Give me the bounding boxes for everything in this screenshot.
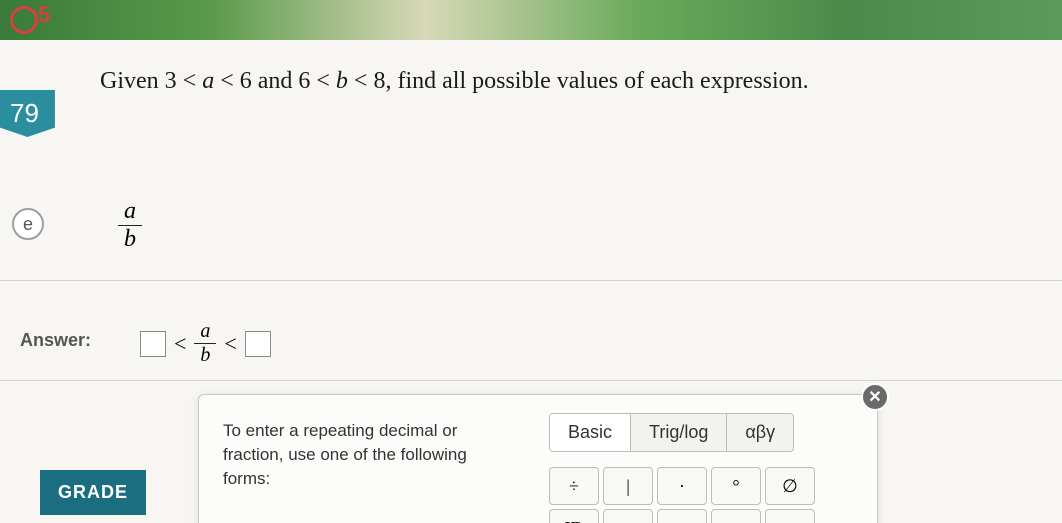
q-var-a: a bbox=[202, 68, 214, 94]
answer-frac-den: b bbox=[194, 343, 216, 367]
subpart-badge: e bbox=[12, 208, 44, 240]
subpart-expression: a b bbox=[118, 198, 142, 253]
question-number-tab: 79 bbox=[0, 90, 55, 137]
tab-basic[interactable]: Basic bbox=[550, 414, 631, 451]
answer-input-right[interactable] bbox=[245, 331, 271, 357]
keypad-hint: To enter a repeating decimal or fraction… bbox=[223, 419, 503, 490]
q-text-1: Given 3 < bbox=[100, 68, 202, 94]
key-e[interactable]: e bbox=[657, 509, 707, 523]
divider-2 bbox=[0, 380, 1062, 381]
key-dot[interactable]: · bbox=[657, 467, 707, 505]
key-degree[interactable]: ° bbox=[711, 467, 761, 505]
answer-frac-num: a bbox=[194, 320, 216, 343]
keypad-row-1: ÷ | · ° ∅ bbox=[549, 467, 815, 505]
answer-input-left[interactable] bbox=[140, 331, 166, 357]
key-emptyset[interactable]: ∅ bbox=[765, 467, 815, 505]
key-sigma[interactable]: σ bbox=[711, 509, 761, 523]
grade-button[interactable]: GRADE bbox=[40, 470, 146, 515]
header-banner bbox=[0, 0, 1062, 40]
q-var-b: b bbox=[336, 68, 348, 94]
question-text: Given 3 < a < 6 and 6 < b < 8, find all … bbox=[100, 68, 809, 95]
q-text-2: < 6 and 6 < bbox=[214, 68, 336, 94]
fraction-numerator: a bbox=[118, 198, 142, 225]
key-divide[interactable]: ÷ bbox=[549, 467, 599, 505]
less-than-1: < bbox=[174, 331, 186, 357]
q-text-3: < 8, find all possible values of each ex… bbox=[348, 68, 809, 94]
tab-trig-log[interactable]: Trig/log bbox=[631, 414, 727, 451]
key-bar[interactable]: | bbox=[603, 467, 653, 505]
content-area: 79 Given 3 < a < 6 and 6 < b < 8, find a… bbox=[0, 40, 1062, 523]
answer-label: Answer: bbox=[20, 330, 91, 351]
less-than-2: < bbox=[224, 331, 236, 357]
key-id[interactable]: ID bbox=[549, 509, 599, 523]
answer-fraction: a b bbox=[194, 320, 216, 367]
answer-expression: < a b < bbox=[140, 320, 271, 367]
divider bbox=[0, 280, 1062, 281]
key-pi[interactable]: π bbox=[603, 509, 653, 523]
keypad-row-2: ID π e σ ∞ bbox=[549, 509, 815, 523]
fraction-a-over-b: a b bbox=[118, 198, 142, 253]
tab-greek[interactable]: αβγ bbox=[727, 414, 793, 451]
keypad-tabs: Basic Trig/log αβγ bbox=[549, 413, 794, 452]
math-keypad: ✕ To enter a repeating decimal or fracti… bbox=[198, 394, 878, 523]
key-infinity[interactable]: ∞ bbox=[765, 509, 815, 523]
close-icon[interactable]: ✕ bbox=[861, 383, 889, 411]
fraction-denominator: b bbox=[118, 225, 142, 253]
